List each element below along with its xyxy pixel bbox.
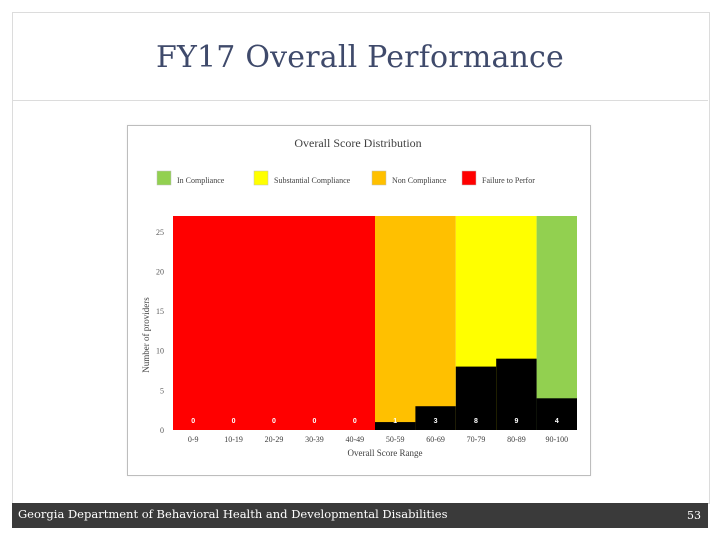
y-tick-label: 15 bbox=[156, 307, 164, 316]
data-label: 1 bbox=[393, 418, 397, 425]
page-number: 53 bbox=[687, 509, 701, 522]
x-tick-label: 0-9 bbox=[188, 435, 199, 444]
bar bbox=[375, 422, 416, 430]
x-tick-label: 90-100 bbox=[545, 435, 568, 444]
legend-swatch bbox=[253, 170, 269, 186]
footer-text: Georgia Department of Behavioral Health … bbox=[18, 507, 448, 521]
footer-bar bbox=[12, 503, 708, 528]
x-tick-label: 50-59 bbox=[386, 435, 405, 444]
data-label: 3 bbox=[434, 418, 438, 425]
x-tick-label: 20-29 bbox=[265, 435, 284, 444]
data-label: 4 bbox=[555, 418, 559, 425]
x-tick-label: 70-79 bbox=[467, 435, 486, 444]
x-axis-title: Overall Score Range bbox=[348, 448, 423, 458]
y-axis-title: Number of providers bbox=[141, 297, 151, 373]
x-tick-label: 80-89 bbox=[507, 435, 526, 444]
y-tick-label: 10 bbox=[156, 347, 164, 356]
band-non-compliance bbox=[375, 216, 456, 430]
legend-label: Substantial Compliance bbox=[274, 176, 351, 185]
slide-title: FY17 Overall Performance bbox=[155, 40, 565, 75]
data-label: 9 bbox=[514, 418, 518, 425]
title-band bbox=[12, 12, 708, 101]
data-label: 0 bbox=[232, 418, 236, 425]
y-tick-label: 20 bbox=[156, 267, 164, 276]
y-tick-label: 25 bbox=[156, 228, 164, 237]
legend-swatch bbox=[371, 170, 387, 186]
bar bbox=[415, 406, 456, 430]
bar bbox=[496, 358, 537, 430]
score-distribution-chart: Overall Score Distribution In Compliance S… bbox=[141, 136, 577, 458]
data-label: 0 bbox=[312, 418, 316, 425]
bar bbox=[455, 366, 497, 430]
bar bbox=[536, 398, 577, 430]
legend-label: In Compliance bbox=[177, 176, 225, 185]
y-tick-label: 5 bbox=[160, 386, 164, 395]
data-label: 0 bbox=[272, 418, 276, 425]
chart-title: Overall Score Distribution bbox=[294, 136, 421, 150]
x-tick-label: 40-49 bbox=[345, 435, 364, 444]
y-tick-label: 0 bbox=[160, 426, 164, 435]
data-label: 8 bbox=[474, 418, 478, 425]
band-in-compliance bbox=[536, 216, 577, 430]
x-tick-label: 30-39 bbox=[305, 435, 324, 444]
band-failure-to-perform bbox=[173, 216, 375, 430]
legend-label: Non Compliance bbox=[392, 176, 447, 185]
data-label: 0 bbox=[191, 418, 195, 425]
legend-swatch bbox=[461, 170, 477, 186]
legend-label: Failure to Perfor bbox=[482, 176, 535, 185]
x-tick-label: 10-19 bbox=[224, 435, 243, 444]
legend-swatch bbox=[156, 170, 172, 186]
data-label: 0 bbox=[353, 418, 357, 425]
x-tick-label: 60-69 bbox=[426, 435, 445, 444]
